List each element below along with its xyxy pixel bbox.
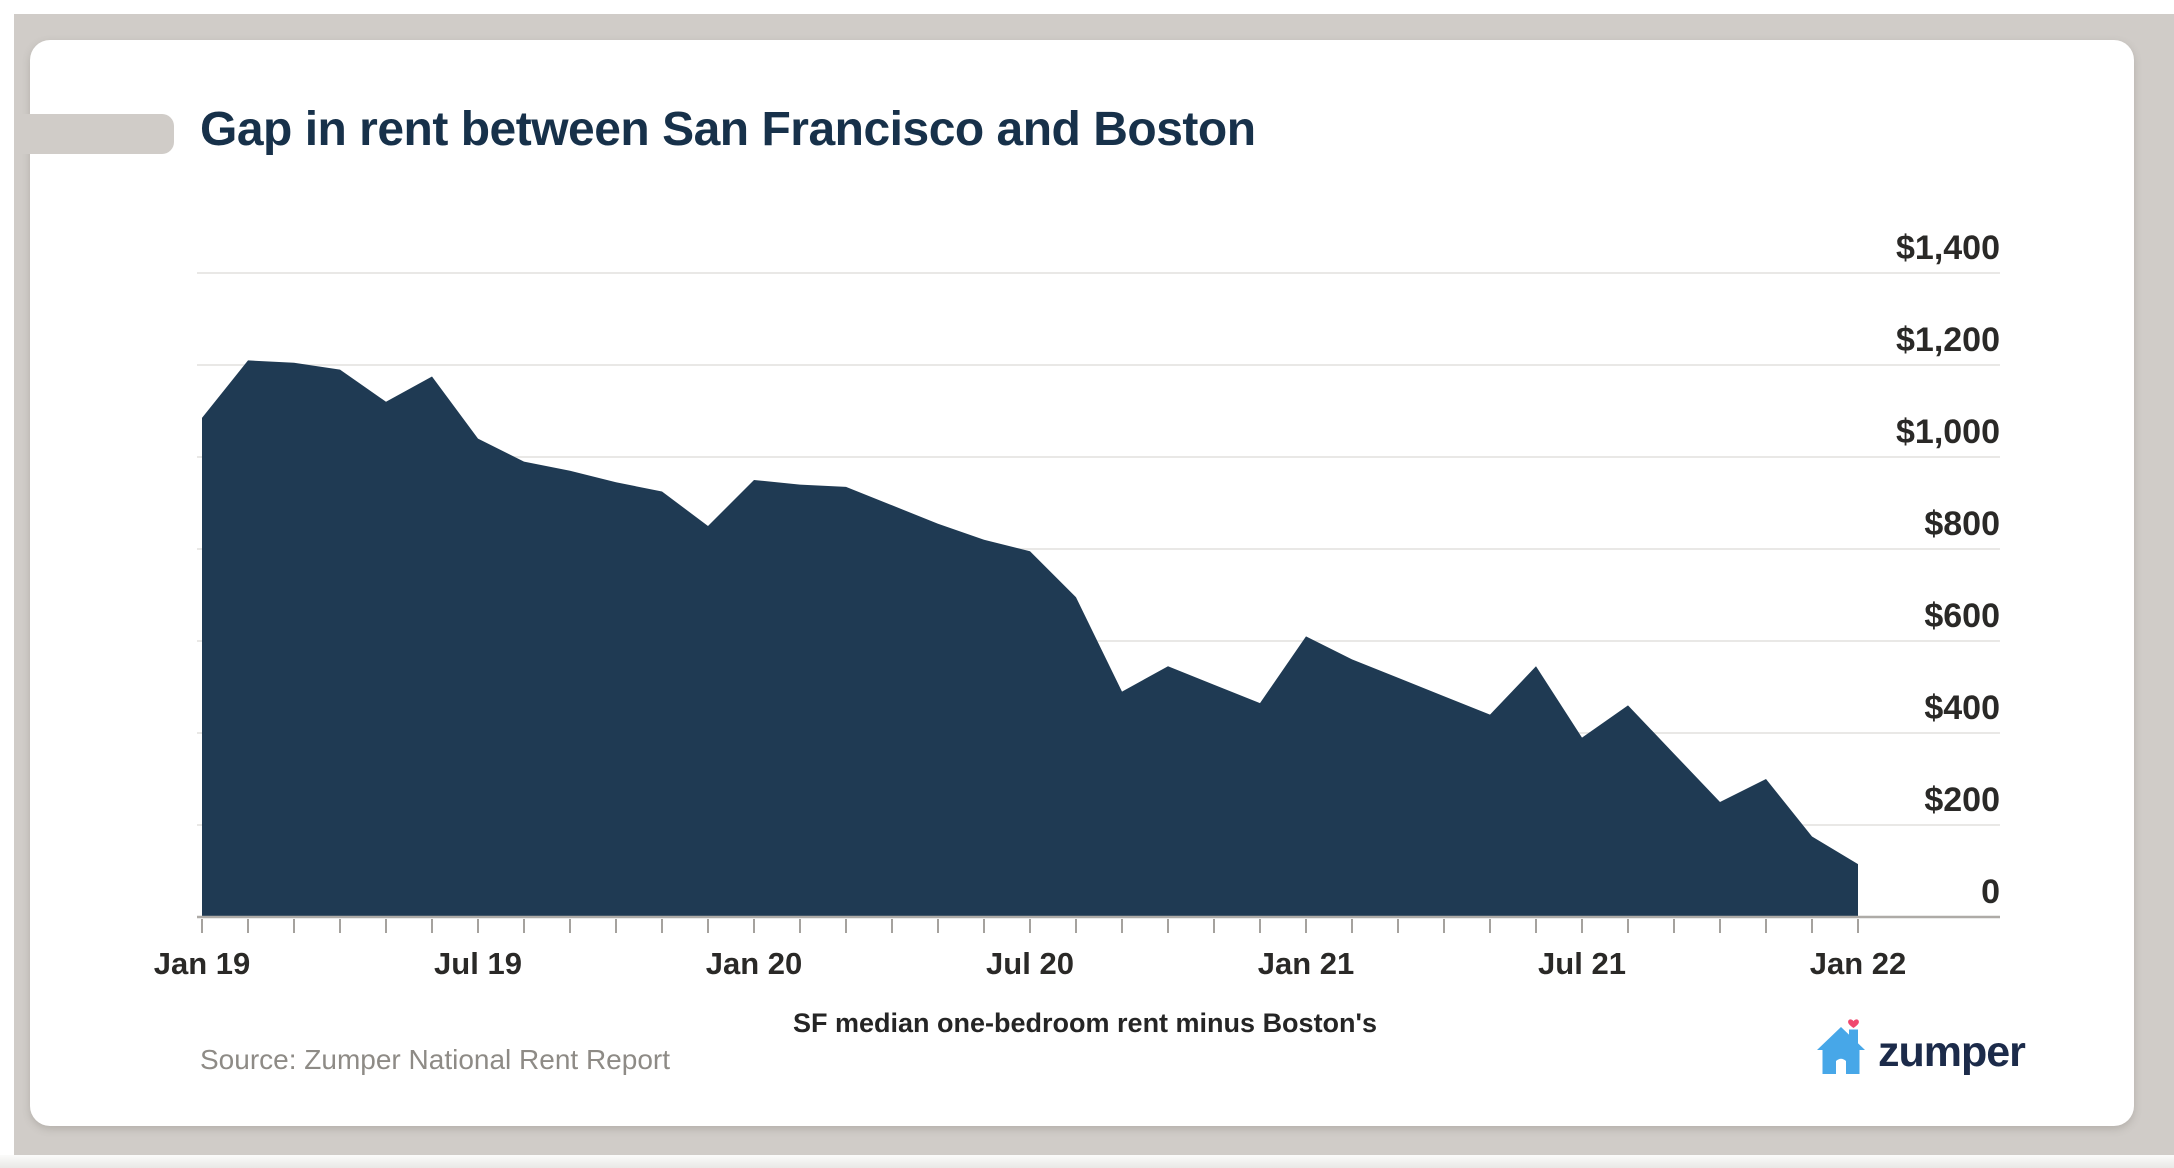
x-axis-tick-label: Jul 21: [1538, 946, 1626, 981]
zumper-house-icon: [1817, 1019, 1865, 1074]
y-axis-tick-label: $600: [1924, 597, 2000, 635]
y-axis-tick-label: $200: [1924, 781, 2000, 819]
heart-icon: [1848, 1019, 1859, 1028]
y-axis-tick-label: $1,400: [1896, 229, 2000, 267]
y-axis-tick-label: $400: [1924, 689, 2000, 727]
source-note: Source: Zumper National Rent Report: [200, 1044, 670, 1075]
chart-caption: SF median one-bedroom rent minus Boston'…: [793, 1008, 1377, 1038]
x-axis-tick-label: Jan 19: [153, 946, 251, 981]
y-axis-tick-label: $800: [1924, 505, 2000, 543]
y-axis-tick-label: 0: [1981, 873, 2000, 911]
y-axis-tick-label: $1,200: [1896, 321, 2000, 359]
x-axis-tick-label: Jul 19: [434, 946, 522, 981]
x-axis-tick-label: Jan 22: [1809, 946, 1907, 981]
door-shape: [1836, 1058, 1846, 1074]
x-axis-tick-label: Jul 20: [986, 946, 1074, 981]
y-axis-tick-label: $1,000: [1896, 413, 2000, 451]
zumper-logo-text: zumper: [1878, 1028, 2026, 1076]
x-axis-tick-label: Jan 21: [1257, 946, 1355, 981]
page-bottom-strip: [0, 1155, 2174, 1168]
title-tab: [14, 114, 174, 154]
x-axis-tick-label: Jan 20: [705, 946, 803, 981]
page-title: Gap in rent between San Francisco and Bo…: [200, 103, 1256, 156]
zumper-logo: zumper: [1813, 1016, 2026, 1078]
